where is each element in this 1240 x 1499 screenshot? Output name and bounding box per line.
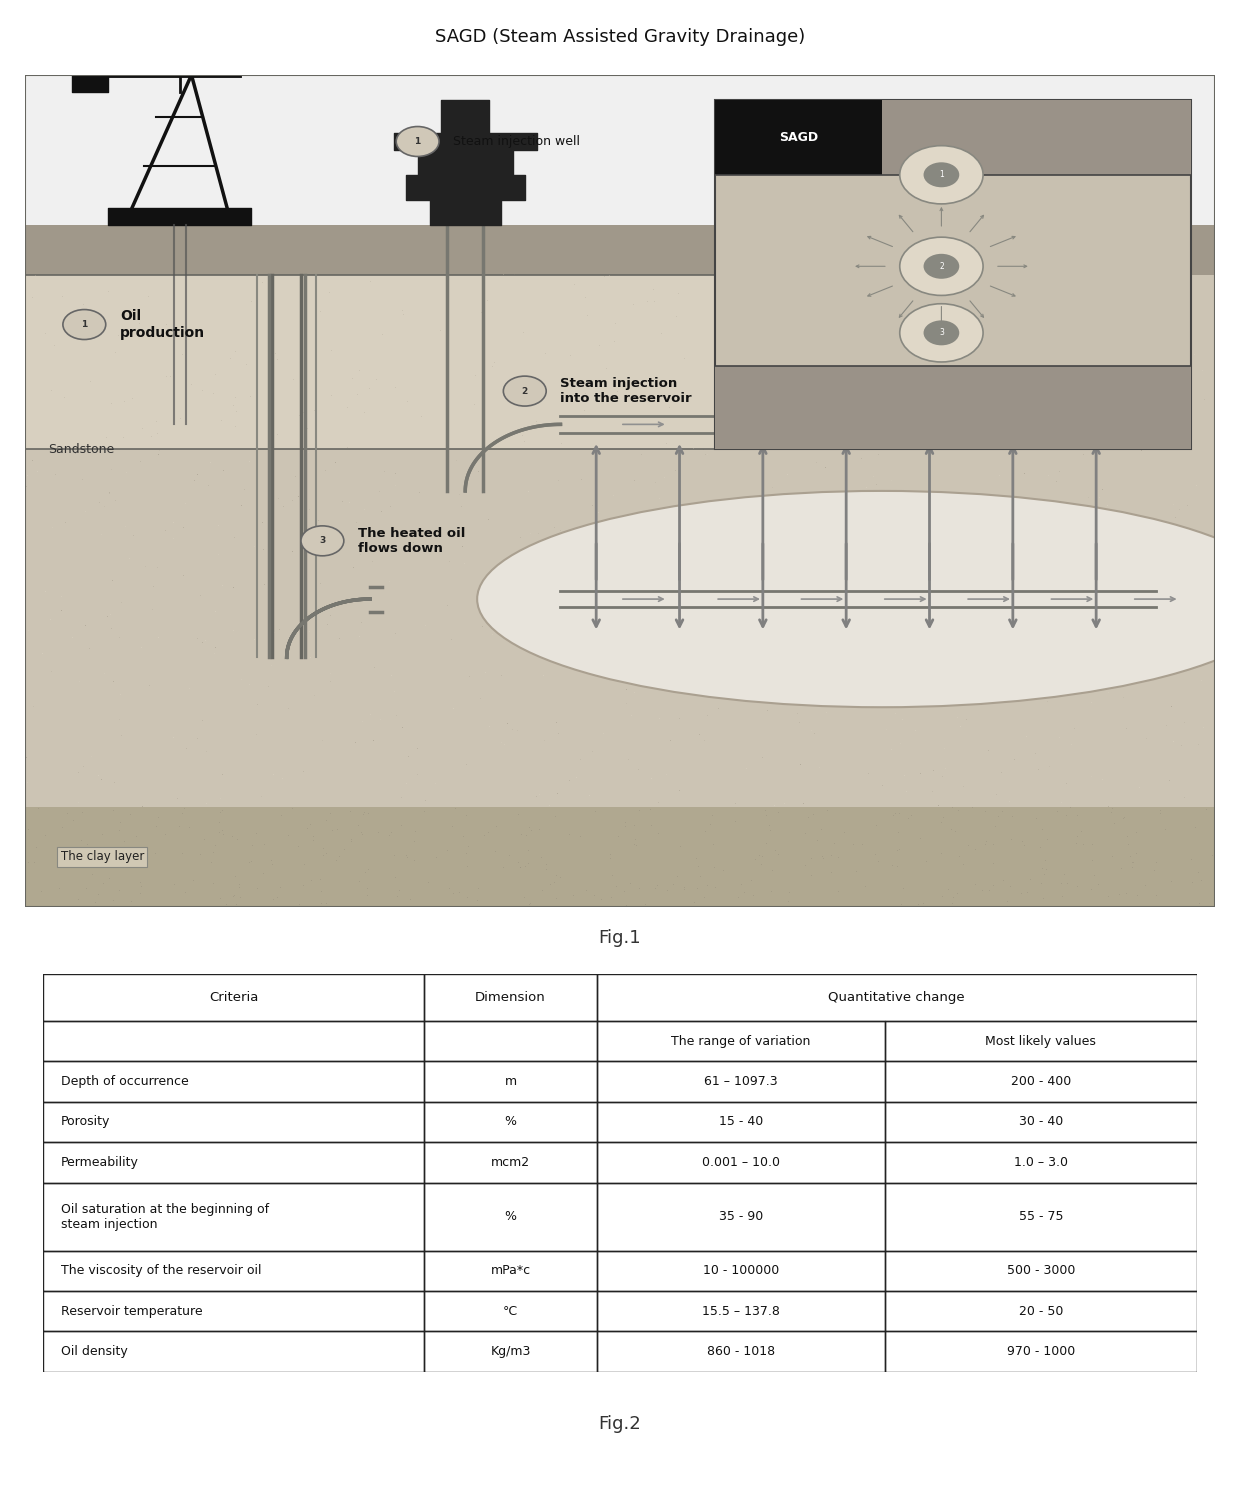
Text: 35 - 90: 35 - 90 xyxy=(719,1210,763,1223)
Text: Dimension: Dimension xyxy=(475,991,546,1004)
Text: Reservoir temperature: Reservoir temperature xyxy=(61,1304,202,1318)
Text: Fig.2: Fig.2 xyxy=(599,1415,641,1433)
Text: mPa*c: mPa*c xyxy=(490,1264,531,1277)
Circle shape xyxy=(63,310,105,339)
Text: m: m xyxy=(505,1075,517,1088)
Text: The clay layer: The clay layer xyxy=(61,850,144,863)
Polygon shape xyxy=(715,366,1192,450)
Text: 30 - 40: 30 - 40 xyxy=(1019,1115,1063,1129)
Circle shape xyxy=(924,162,960,187)
Text: 2: 2 xyxy=(522,387,528,396)
Text: The heated oil
flows down: The heated oil flows down xyxy=(358,526,465,555)
Polygon shape xyxy=(25,75,1215,225)
Polygon shape xyxy=(715,100,882,175)
Text: Quantitative change: Quantitative change xyxy=(828,991,965,1004)
Ellipse shape xyxy=(477,490,1240,708)
Text: 10 - 100000: 10 - 100000 xyxy=(703,1264,779,1277)
Text: Depth of occurrence: Depth of occurrence xyxy=(61,1075,188,1088)
Text: 61 – 1097.3: 61 – 1097.3 xyxy=(704,1075,777,1088)
Text: The viscosity of the reservoir oil: The viscosity of the reservoir oil xyxy=(61,1264,262,1277)
Text: %: % xyxy=(505,1210,516,1223)
Text: 1: 1 xyxy=(939,171,944,180)
Text: 3: 3 xyxy=(939,328,944,337)
Text: Most likely values: Most likely values xyxy=(986,1034,1096,1048)
Circle shape xyxy=(900,145,983,204)
Polygon shape xyxy=(715,100,1192,450)
Polygon shape xyxy=(25,225,1215,274)
Text: 3: 3 xyxy=(319,537,326,546)
Text: 20 - 50: 20 - 50 xyxy=(1019,1304,1063,1318)
Text: 1.0 – 3.0: 1.0 – 3.0 xyxy=(1014,1156,1068,1169)
Text: Steam injection well: Steam injection well xyxy=(454,135,580,148)
Polygon shape xyxy=(715,100,1192,175)
Text: 15 - 40: 15 - 40 xyxy=(719,1115,763,1129)
Text: mcm2: mcm2 xyxy=(491,1156,529,1169)
Circle shape xyxy=(900,237,983,295)
Circle shape xyxy=(924,253,960,279)
Text: Sandstone: Sandstone xyxy=(48,442,115,456)
Circle shape xyxy=(397,126,439,156)
Text: 0.001 – 10.0: 0.001 – 10.0 xyxy=(702,1156,780,1169)
Text: 500 - 3000: 500 - 3000 xyxy=(1007,1264,1075,1277)
Text: SAGD: SAGD xyxy=(779,130,818,144)
Text: Kg/m3: Kg/m3 xyxy=(490,1345,531,1358)
Text: SAGD (Steam Assisted Gravity Drainage): SAGD (Steam Assisted Gravity Drainage) xyxy=(435,28,805,46)
Text: Criteria: Criteria xyxy=(210,991,258,1004)
Text: Fig.1: Fig.1 xyxy=(599,929,641,947)
Text: 15.5 – 137.8: 15.5 – 137.8 xyxy=(702,1304,780,1318)
Text: 860 - 1018: 860 - 1018 xyxy=(707,1345,775,1358)
Circle shape xyxy=(900,304,983,361)
Text: 55 - 75: 55 - 75 xyxy=(1019,1210,1063,1223)
Polygon shape xyxy=(25,806,1215,907)
Text: 200 - 400: 200 - 400 xyxy=(1011,1075,1071,1088)
Circle shape xyxy=(503,376,546,406)
Text: Permeability: Permeability xyxy=(61,1156,139,1169)
Text: Oil saturation at the beginning of
steam injection: Oil saturation at the beginning of steam… xyxy=(61,1202,269,1231)
Text: Oil
production: Oil production xyxy=(120,309,205,340)
Text: %: % xyxy=(505,1115,516,1129)
Circle shape xyxy=(301,526,343,556)
Text: Oil density: Oil density xyxy=(61,1345,128,1358)
Text: 970 - 1000: 970 - 1000 xyxy=(1007,1345,1075,1358)
Text: 1: 1 xyxy=(414,136,420,145)
Text: Steam injection
into the reservoir: Steam injection into the reservoir xyxy=(560,378,692,405)
Text: 2: 2 xyxy=(939,262,944,271)
Polygon shape xyxy=(25,274,1215,806)
Text: Porosity: Porosity xyxy=(61,1115,110,1129)
Polygon shape xyxy=(25,274,715,450)
Text: The range of variation: The range of variation xyxy=(671,1034,811,1048)
Text: °C: °C xyxy=(503,1304,518,1318)
Text: 1: 1 xyxy=(81,319,88,330)
Circle shape xyxy=(924,321,960,345)
